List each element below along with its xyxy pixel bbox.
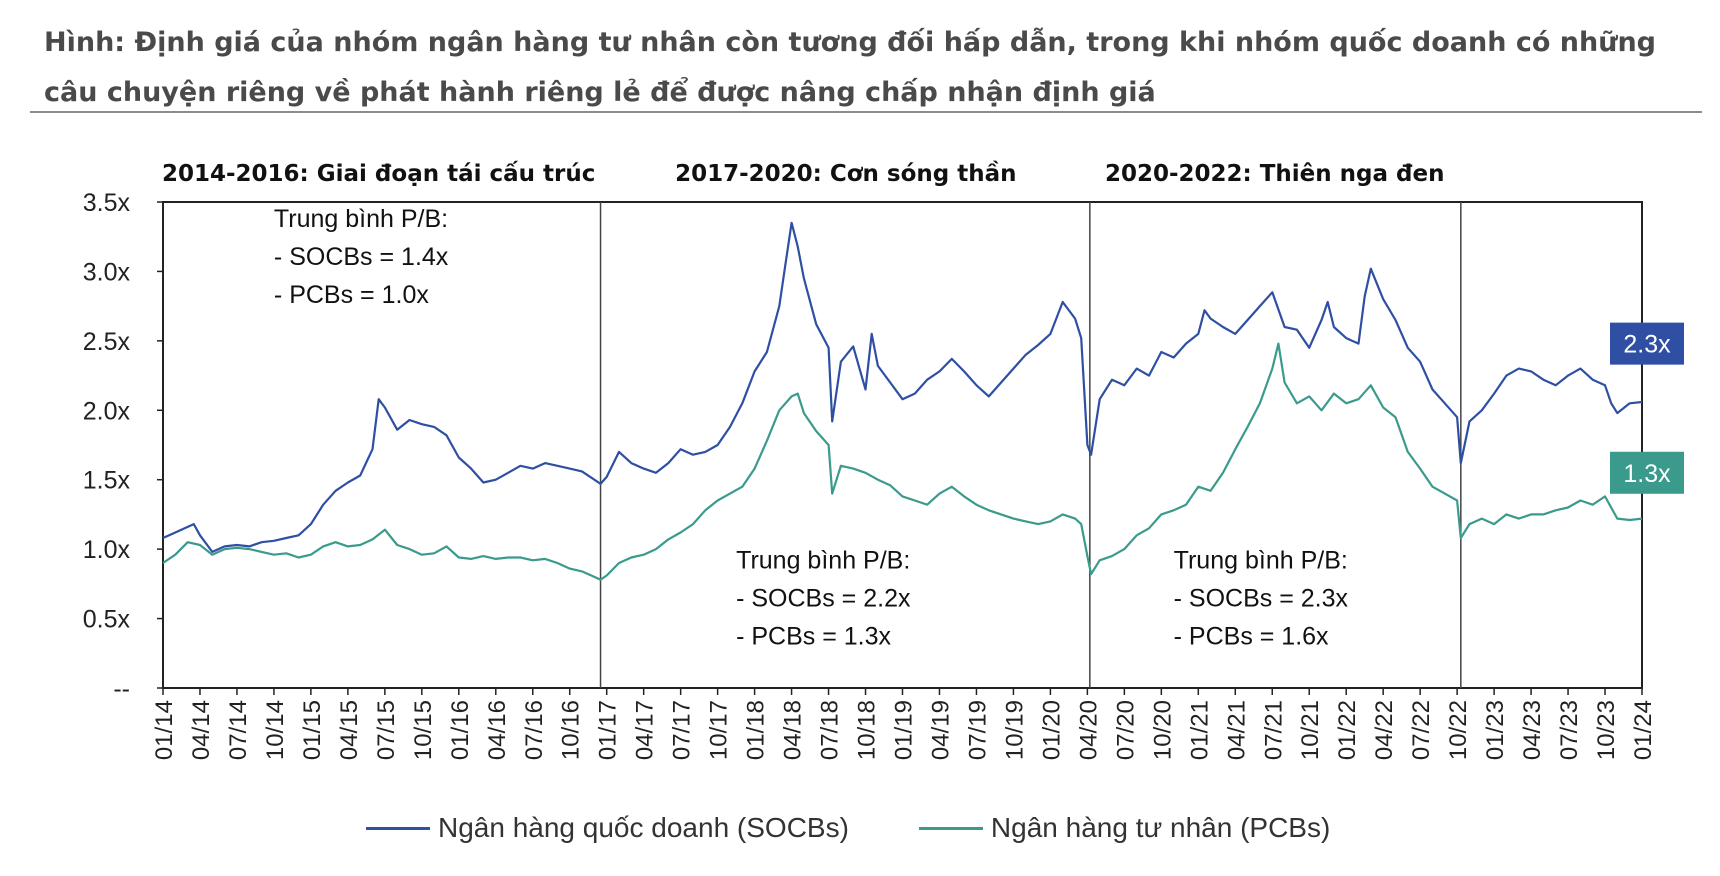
annotation-1-line-2: - SOCBs = 1.4x xyxy=(274,243,449,271)
y-tick-label: -- xyxy=(113,675,130,703)
annotation-3-line-2: - SOCBs = 2.3x xyxy=(1174,585,1349,613)
x-tick-label: 04/15 xyxy=(336,700,363,760)
x-tick-label: 01/22 xyxy=(1334,700,1361,760)
end-badge-pcb xyxy=(1610,451,1684,494)
annotation-2-line-3: - PCBs = 1.3x xyxy=(736,623,891,651)
title-divider xyxy=(30,111,1702,113)
x-tick-label: 07/20 xyxy=(1112,700,1139,760)
y-tick-label: 3.5x xyxy=(83,189,131,217)
x-tick-label: 10/16 xyxy=(558,700,585,760)
y-tick-label: 1.0x xyxy=(83,536,131,564)
x-tick-label: 07/23 xyxy=(1556,700,1583,760)
y-tick-label: 3.0x xyxy=(83,258,131,286)
x-tick-label: 10/17 xyxy=(706,700,733,760)
x-tick-label: 07/17 xyxy=(669,700,696,760)
x-tick-label: 07/19 xyxy=(964,700,991,760)
series-line-socb xyxy=(162,221,1643,553)
annotation-2-line-1: Trung bình P/B: xyxy=(736,547,910,575)
x-tick-label: 01/15 xyxy=(299,700,326,760)
end-badge-label-socb: 2.3x xyxy=(1623,331,1671,359)
figure-title: Hình: Định giá của nhóm ngân hàng tư nhâ… xyxy=(44,27,1656,108)
legend-item-socb: Ngân hàng quốc doanh (SOCBs) xyxy=(366,812,849,844)
period-label-3: 2020-2022: Thiên nga đen xyxy=(1105,161,1445,187)
period-label-2: 2017-2020: Cơn sóng thần xyxy=(675,160,1016,187)
annotation-3-line-3: - PCBs = 1.6x xyxy=(1174,623,1329,651)
x-tick-label: 10/20 xyxy=(1149,700,1176,760)
x-tick-label: 04/20 xyxy=(1075,700,1102,760)
x-tick-label: 10/22 xyxy=(1445,700,1472,760)
x-tick-label: 07/21 xyxy=(1260,700,1287,760)
legend-label-socb: Ngân hàng quốc doanh (SOCBs) xyxy=(438,812,849,843)
x-tick-label: 01/20 xyxy=(1038,700,1065,760)
x-tick-label: 04/17 xyxy=(632,700,659,760)
x-tick-label: 07/18 xyxy=(817,700,844,760)
end-badge-label-pcb: 1.3x xyxy=(1623,460,1671,488)
x-tick-label: 04/23 xyxy=(1519,700,1546,760)
x-tick-label: 04/21 xyxy=(1223,700,1250,760)
chart-legend: Ngân hàng quốc doanh (SOCBs) Ngân hàng t… xyxy=(366,812,1400,844)
x-tick-label: 04/14 xyxy=(188,700,215,760)
y-tick-label: 0.5x xyxy=(83,606,131,634)
legend-item-pcb: Ngân hàng tư nhân (PCBs) xyxy=(918,812,1331,844)
x-tick-label: 04/22 xyxy=(1371,700,1398,760)
annotation-2-line-2: - SOCBs = 2.2x xyxy=(736,585,911,613)
plot-frame xyxy=(162,201,1643,689)
legend-swatch-socb xyxy=(366,826,430,830)
x-tick-label: 04/18 xyxy=(780,700,807,760)
x-tick-label: 07/14 xyxy=(225,700,252,760)
x-tick-label: 01/21 xyxy=(1186,700,1213,760)
x-tick-label: 04/19 xyxy=(927,700,954,760)
x-tick-label: 01/17 xyxy=(595,700,622,760)
x-tick-label: 01/18 xyxy=(743,700,770,760)
series-line-pcb xyxy=(162,342,1643,581)
x-tick-label: 01/19 xyxy=(891,700,918,760)
x-tick-label: 01/16 xyxy=(447,700,474,760)
x-tick-label: 01/24 xyxy=(1630,700,1657,760)
y-tick-label: 2.0x xyxy=(83,397,131,425)
x-tick-label: 07/15 xyxy=(373,700,400,760)
period-label-1: 2014-2016: Giai đoạn tái cấu trúc xyxy=(162,160,595,187)
y-tick-label: 1.5x xyxy=(83,467,131,495)
x-tick-label: 01/23 xyxy=(1482,700,1509,760)
x-tick-label: 10/15 xyxy=(410,700,437,760)
x-tick-label: 10/14 xyxy=(262,700,289,760)
x-tick-label: 10/18 xyxy=(854,700,881,760)
annotation-1-line-1: Trung bình P/B: xyxy=(274,205,448,233)
end-badge-socb xyxy=(1610,322,1684,365)
x-tick-label: 07/16 xyxy=(521,700,548,760)
x-tick-label: 10/23 xyxy=(1593,700,1620,760)
x-tick-label: 01/14 xyxy=(151,700,178,760)
legend-label-pcb: Ngân hàng tư nhân (PCBs) xyxy=(990,812,1331,843)
x-tick-label: 10/21 xyxy=(1297,700,1324,760)
legend-swatch-pcb xyxy=(918,826,983,830)
x-tick-label: 04/16 xyxy=(484,700,511,760)
x-tick-label: 10/19 xyxy=(1001,700,1028,760)
annotation-1-line-3: - PCBs = 1.0x xyxy=(274,281,429,309)
x-tick-label: 07/22 xyxy=(1408,700,1435,760)
y-tick-label: 2.5x xyxy=(83,328,131,356)
annotation-3-line-1: Trung bình P/B: xyxy=(1174,547,1348,575)
